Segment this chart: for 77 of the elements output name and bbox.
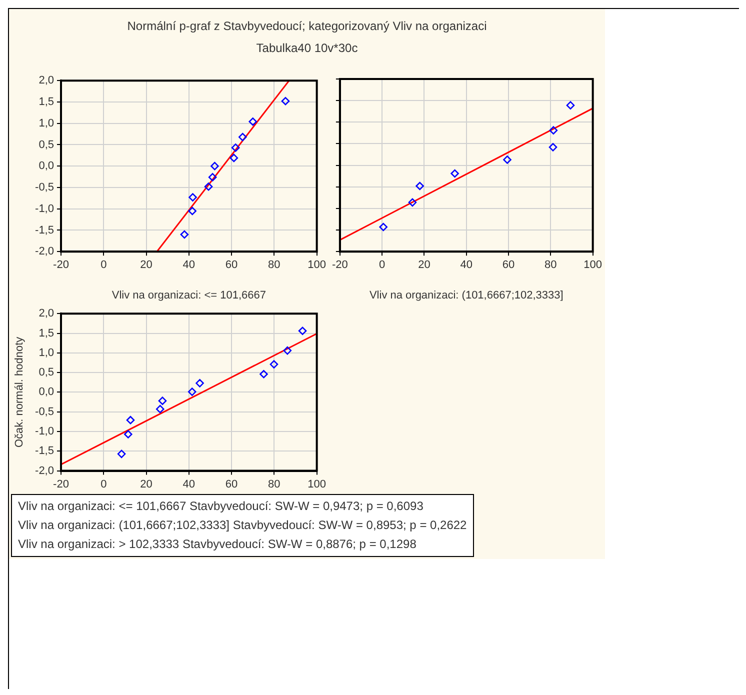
point (208, 173, 217, 182)
x-tick-label: -20 (53, 478, 69, 490)
point (270, 360, 278, 368)
x-tick-label: 0 (100, 259, 107, 272)
point (210, 162, 219, 170)
x-tick-label: 80 (268, 478, 280, 490)
point (126, 416, 135, 424)
point (124, 430, 132, 438)
x-tick-label: 60 (225, 259, 238, 272)
y-tick-label: 2,0 (38, 74, 54, 87)
x-axis-title: Vliv na organizaci: (101,6667;102,3333] (369, 289, 564, 302)
point (188, 193, 197, 202)
y-tick-label: -0,5 (35, 182, 54, 194)
point (188, 206, 196, 216)
x-tick-label: 60 (502, 259, 515, 272)
point (503, 156, 512, 164)
y-tick-label: -2,0 (35, 464, 54, 477)
point (548, 143, 558, 152)
text: Vliv na organizaci: (101,6667;102,3333] Stavbyvedoucí: SW-W = 0,8953; p = 0,2622 (18, 517, 467, 534)
y-tick-label: -1,0 (35, 426, 54, 438)
point (188, 388, 196, 396)
point (549, 126, 558, 134)
text: Vliv na organizaci: > 102,3333 Stavbyvedoucí: SW-W = 0,8876; p = 0,1298 (18, 536, 418, 553)
x-tick-label: 100 (584, 259, 602, 272)
x-tick-label: 100 (308, 478, 326, 490)
point (408, 198, 417, 207)
point (156, 404, 164, 414)
point (260, 370, 268, 378)
x-tick-label: 80 (544, 259, 557, 272)
x-tick-label: 20 (418, 259, 430, 272)
chart-subtitle: Tabulka40 10v*30c (255, 41, 359, 55)
point (196, 379, 204, 388)
point (379, 222, 388, 232)
point (566, 101, 575, 110)
x-tick-label: 40 (182, 259, 196, 272)
y-tick-label: 1,5 (38, 96, 54, 108)
x-tick-label: 20 (140, 259, 152, 272)
x-tick-label: 100 (308, 259, 326, 272)
x-tick-label: -20 (332, 259, 348, 272)
y-tick-label: 0,5 (38, 366, 54, 379)
chart-title: Normální p-graf z Stavbyvedoucí; kategorizovaný Vliv na organizaci (126, 19, 488, 33)
point (180, 230, 189, 239)
point (281, 96, 290, 106)
point (450, 169, 459, 178)
y-tick-label: 1,5 (38, 327, 54, 340)
point (248, 117, 258, 126)
point (231, 144, 240, 152)
x-tick-label: 40 (182, 478, 196, 490)
y-tick-label: 2,0 (38, 308, 54, 320)
point (230, 154, 238, 162)
x-tick-label: 60 (225, 478, 238, 490)
point (117, 450, 126, 458)
x-tick-label: -20 (53, 259, 69, 272)
x-axis-title: Vliv na organizaci: <= 101,6667 (112, 289, 266, 302)
point (298, 326, 307, 336)
x-tick-label: 80 (268, 259, 280, 272)
x-tick-label: 40 (460, 259, 473, 272)
point (158, 396, 167, 405)
y-tick-label: -1,5 (35, 224, 54, 236)
y-tick-label: -0,5 (35, 406, 54, 418)
y-tick-label: 0,0 (38, 160, 54, 172)
y-tick-label: -2,0 (35, 246, 54, 258)
point (416, 182, 424, 190)
y-tick-label: 1,0 (38, 346, 54, 359)
text: Vliv na organizaci: <= 101,6667 Stavbyvedoucí: SW-W = 0,9473; p = 0,6093 (18, 498, 424, 515)
y-axis-title: Očak. normál. hodnoty (14, 336, 26, 448)
point (238, 132, 247, 142)
y-tick-label: 0,5 (38, 138, 54, 151)
x-tick-label: 0 (100, 478, 107, 490)
y-tick-label: -1,5 (35, 445, 54, 458)
point (283, 346, 292, 355)
point (204, 182, 213, 191)
x-tick-label: 0 (379, 259, 386, 272)
x-tick-label: 20 (140, 478, 152, 490)
y-tick-label: -1,0 (35, 202, 54, 215)
y-tick-label: 1,0 (38, 117, 54, 130)
y-tick-label: 0,0 (38, 386, 54, 398)
